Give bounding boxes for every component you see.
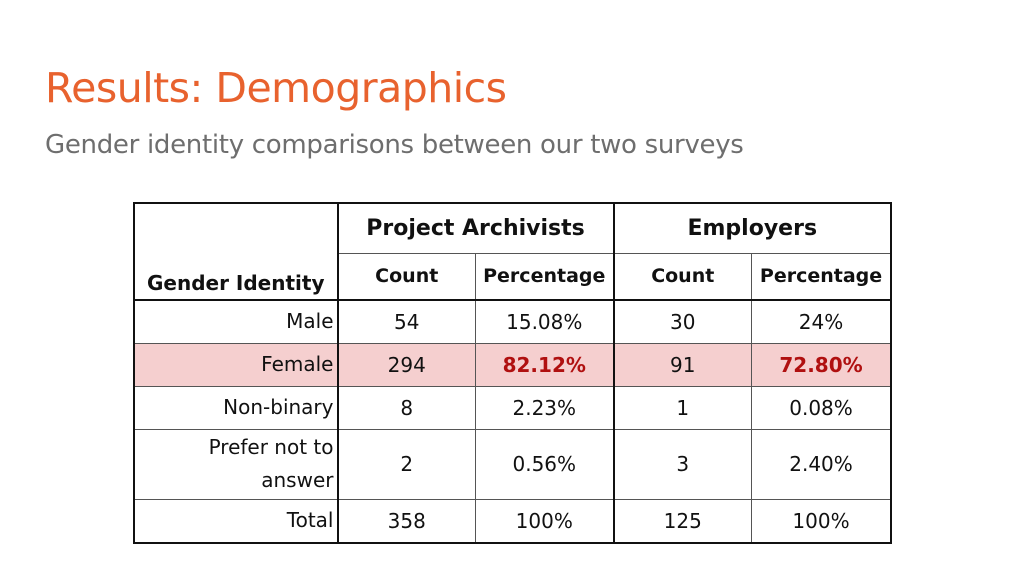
table-row-female: Female 294 82.12% 91 72.80% <box>134 342 892 387</box>
cell-em-count: 3 <box>612 428 753 500</box>
cell-em-percentage: 72.80% <box>751 342 892 387</box>
group-header-employers: Employers <box>612 203 892 254</box>
group-header-project-archivists: Project Archivists <box>336 203 615 254</box>
row-label: Prefer not to answer <box>134 428 338 500</box>
subheader-em-percentage: Percentage <box>751 253 892 301</box>
row-label: Non-binary <box>134 385 338 430</box>
cell-em-percentage: 2.40% <box>751 428 892 500</box>
subheader-pa-percentage: Percentage <box>474 253 615 301</box>
cell-em-count: 30 <box>612 298 753 344</box>
cell-pa-percentage: 2.23% <box>474 385 615 430</box>
cell-em-percentage: 24% <box>751 298 892 344</box>
row-label: Female <box>134 342 338 387</box>
cell-pa-count: 8 <box>336 385 476 430</box>
cell-pa-percentage: 0.56% <box>474 428 615 500</box>
slide-title: Results: Demographics <box>45 64 507 112</box>
cell-em-percentage: 0.08% <box>751 385 892 430</box>
row-label: Total <box>134 498 338 543</box>
table-row-total: Total 358 100% 125 100% <box>134 498 892 543</box>
table-row-prefer-not-to-answer: Prefer not to answer 2 0.56% 3 2.40% <box>134 428 892 500</box>
row-header-gender-identity: Gender Identity <box>134 203 338 300</box>
cell-pa-count: 2 <box>336 428 476 500</box>
cell-em-count: 91 <box>612 342 753 387</box>
cell-pa-percentage: 100% <box>474 498 615 543</box>
cell-pa-count: 294 <box>336 342 476 387</box>
row-label: Male <box>134 298 338 344</box>
cell-em-percentage: 100% <box>751 498 892 543</box>
slide-subtitle: Gender identity comparisons between our … <box>45 130 744 160</box>
cell-pa-percentage: 15.08% <box>474 298 615 344</box>
cell-em-count: 125 <box>612 498 753 543</box>
cell-pa-percentage: 82.12% <box>474 342 615 387</box>
table-row-male: Male 54 15.08% 30 24% <box>134 298 892 344</box>
table-row-non-binary: Non-binary 8 2.23% 1 0.08% <box>134 385 892 430</box>
subheader-em-count: Count <box>612 253 753 301</box>
cell-pa-count: 358 <box>336 498 476 543</box>
cell-pa-count: 54 <box>336 298 476 344</box>
subheader-pa-count: Count <box>336 253 476 301</box>
demographics-table: Gender Identity Project Archivists Emplo… <box>132 202 893 544</box>
cell-em-count: 1 <box>612 385 753 430</box>
